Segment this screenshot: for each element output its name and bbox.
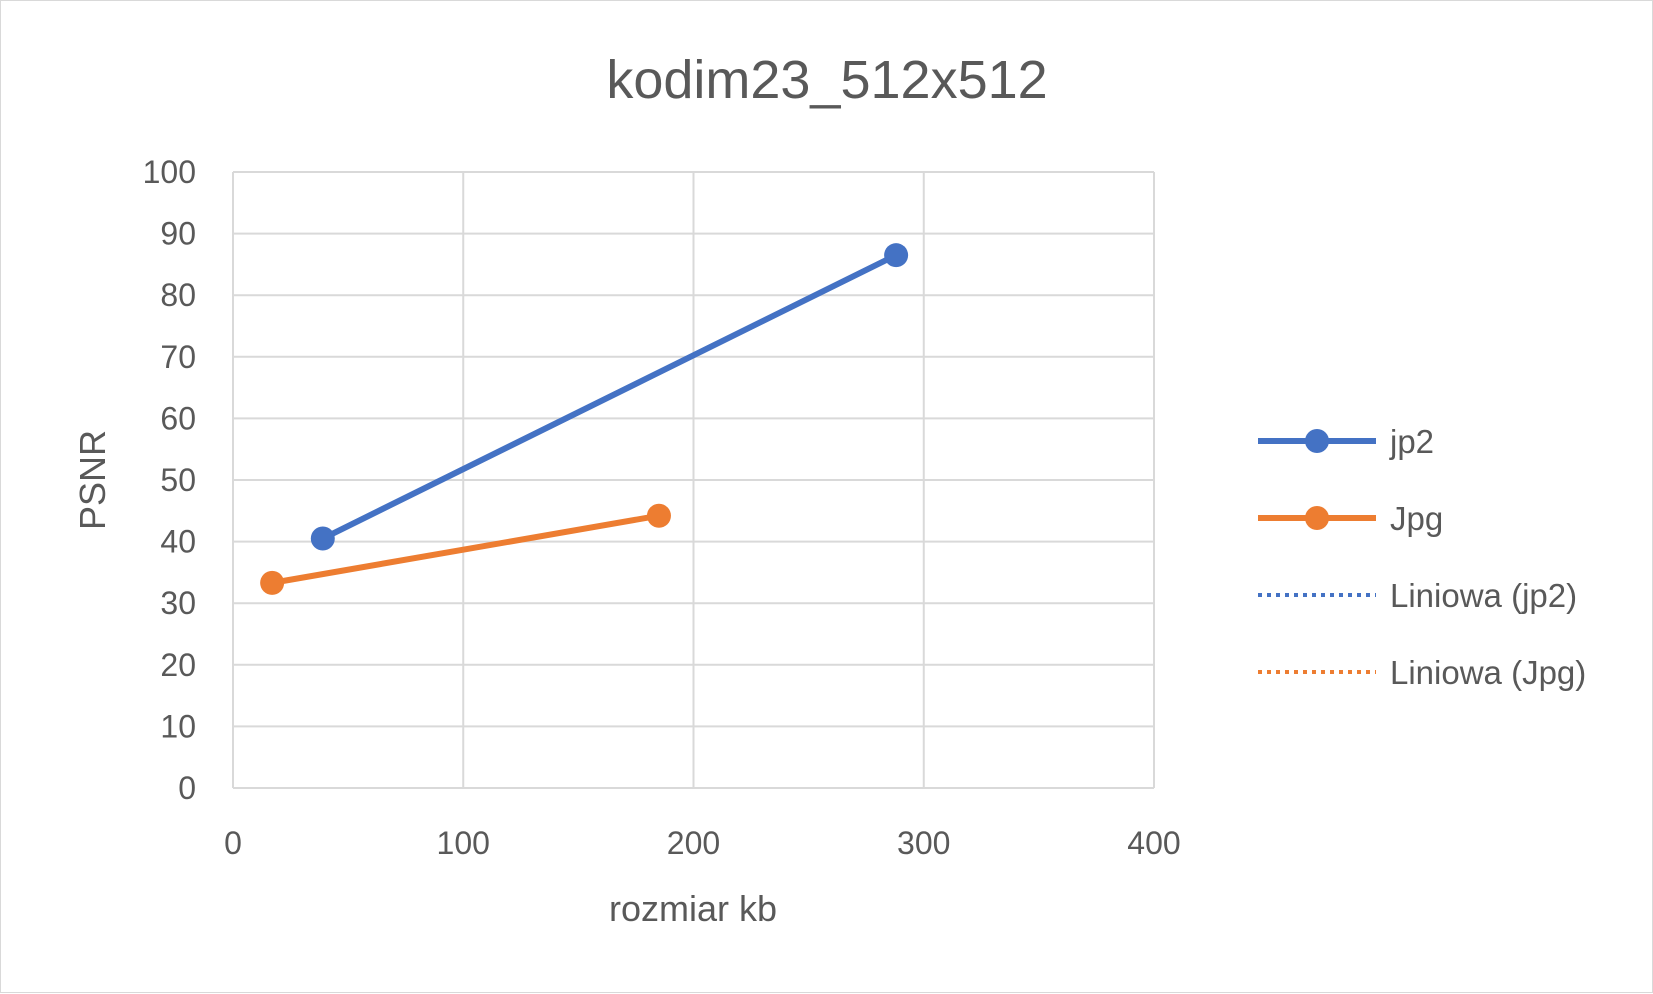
- data-point-Jpg: [646, 503, 671, 528]
- legend: jp2 Jpg Liniowa (jp2) Liniowa (Jpg): [1258, 423, 1586, 691]
- x-tick-label: 100: [437, 825, 490, 861]
- y-tick-label: 20: [160, 647, 196, 683]
- chart-title: kodim23_512x512: [606, 50, 1047, 110]
- y-tick-label: 90: [160, 216, 196, 252]
- y-tick-label: 40: [160, 524, 196, 560]
- legend-swatch-marker: [1305, 429, 1329, 453]
- y-tick-labels: 0 10 20 30 40 50 60 70 80 90 100: [143, 154, 196, 806]
- y-axis-title: PSNR: [72, 430, 113, 530]
- y-tick-label: 80: [160, 277, 196, 313]
- data-point-jp2: [884, 243, 909, 268]
- x-tick-label: 200: [667, 825, 720, 861]
- y-tick-label: 0: [178, 770, 196, 806]
- legend-label: Jpg: [1390, 500, 1443, 537]
- x-axis-title: rozmiar kb: [609, 888, 777, 929]
- series-line-jp2: [319, 252, 900, 542]
- x-tick-labels: 0 100 200 300 400: [224, 825, 1181, 861]
- y-tick-label: 100: [143, 154, 196, 190]
- legend-swatch-marker: [1305, 506, 1329, 530]
- y-tick-label: 30: [160, 585, 196, 621]
- legend-label: Liniowa (jp2): [1390, 577, 1577, 614]
- y-tick-label: 50: [160, 462, 196, 498]
- x-tick-label: 400: [1127, 825, 1180, 861]
- legend-label: jp2: [1389, 423, 1434, 460]
- data-point-Jpg: [260, 570, 285, 595]
- y-tick-label: 60: [160, 400, 196, 436]
- y-tick-label: 70: [160, 339, 196, 375]
- data-point-jp2: [310, 526, 335, 551]
- x-tick-label: 0: [224, 825, 242, 861]
- y-tick-label: 10: [160, 708, 196, 744]
- series-line-Jpg: [269, 512, 662, 586]
- x-tick-label: 300: [897, 825, 950, 861]
- series-layer: [260, 243, 909, 595]
- legend-label: Liniowa (Jpg): [1390, 654, 1586, 691]
- gridlines: [232, 171, 1155, 789]
